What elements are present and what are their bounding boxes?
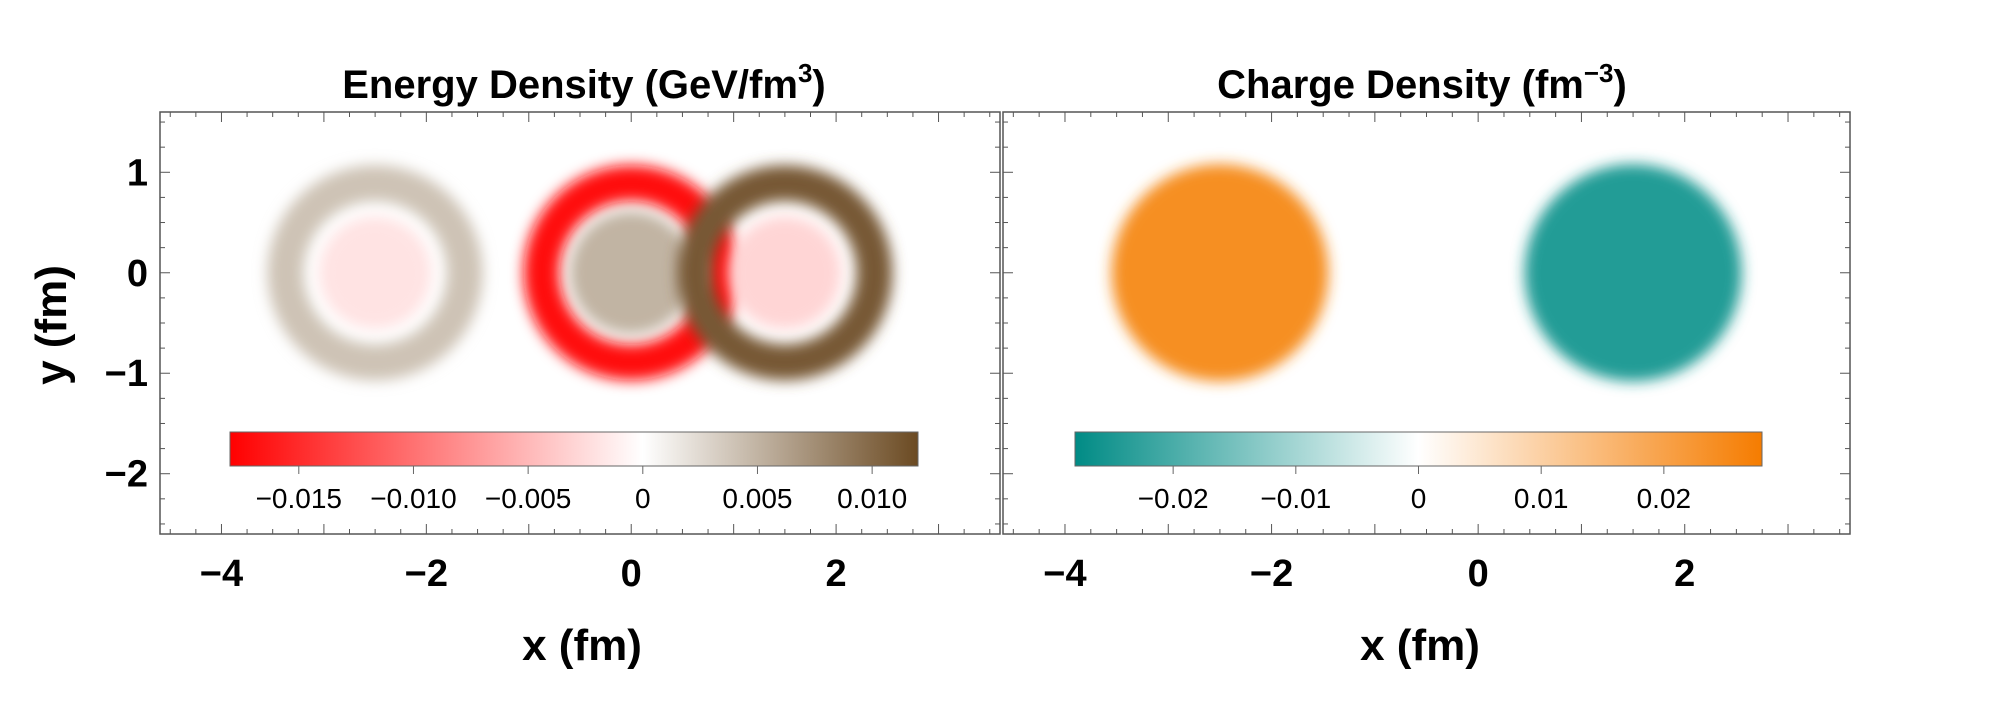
y-tick-label: −1 <box>105 353 148 395</box>
density-map <box>267 165 893 381</box>
x-tick-label: −2 <box>1250 553 1293 595</box>
density-ring <box>267 165 483 381</box>
density-ring <box>523 165 739 381</box>
colorbar-tick-label: 0.010 <box>837 483 907 514</box>
colorbar-tick-label: 0.01 <box>1514 483 1569 514</box>
colorbar-tick-label: 0.005 <box>722 483 792 514</box>
density-ring <box>677 165 893 381</box>
density-disk <box>1111 164 1329 382</box>
colorbar-tick-label: −0.010 <box>370 483 456 514</box>
x-tick-label: −4 <box>200 553 243 595</box>
density-disk <box>318 216 432 330</box>
density-map <box>1111 164 1742 382</box>
colorbar-tick-label: 0 <box>1411 483 1427 514</box>
x-tick-label: 2 <box>1674 553 1695 595</box>
colorbar-tick-label: 0 <box>635 483 651 514</box>
colorbar-gradient <box>1074 431 1763 467</box>
title-superscript: 3 <box>798 58 812 88</box>
y-tick-label: 1 <box>127 152 148 194</box>
x-axis-label-left: x (fm) <box>522 621 642 670</box>
colorbar: −0.015 −0.010 −0.005 0 0.005 0.010 <box>229 431 919 514</box>
energy-density-panel: −4 −2 0 2 1 0 −1 −2 −0.015 −0.010 −0.005 0 0.005 0.01… <box>105 111 1001 595</box>
colorbar-gradient <box>229 431 919 467</box>
x-tick-label: 0 <box>621 553 642 595</box>
colorbar-tick-label: −0.02 <box>1138 483 1209 514</box>
panel-title-energy-density: Energy Density (GeV/fm3) <box>342 58 825 107</box>
y-tick-label: −2 <box>105 454 148 496</box>
title-superscript: −3 <box>1584 58 1614 88</box>
density-disk <box>569 211 693 335</box>
x-tick-label: 0 <box>1468 553 1489 595</box>
colorbar-tick-label: −0.01 <box>1260 483 1331 514</box>
panel-title-charge-density: Charge Density (fm−3) <box>1217 58 1627 107</box>
colorbar-tick-label: 0.02 <box>1637 483 1692 514</box>
x-axis-label-right: x (fm) <box>1360 621 1480 670</box>
x-tick-label: −4 <box>1043 553 1086 595</box>
x-tick-label: −2 <box>405 553 448 595</box>
x-tick-label: 2 <box>826 553 847 595</box>
colorbar-tick-label: −0.005 <box>485 483 571 514</box>
density-disk <box>1524 164 1742 382</box>
density-disk <box>728 216 842 330</box>
y-axis-label: y (fm) <box>27 265 76 385</box>
charge-density-panel: −4 −2 0 2 −0.02 −0.01 0 0.01 0.02 <box>1002 111 1851 595</box>
colorbar: −0.02 −0.01 0 0.01 0.02 <box>1074 431 1763 514</box>
colorbar-tick-label: −0.015 <box>256 483 342 514</box>
y-tick-label: 0 <box>127 253 148 295</box>
